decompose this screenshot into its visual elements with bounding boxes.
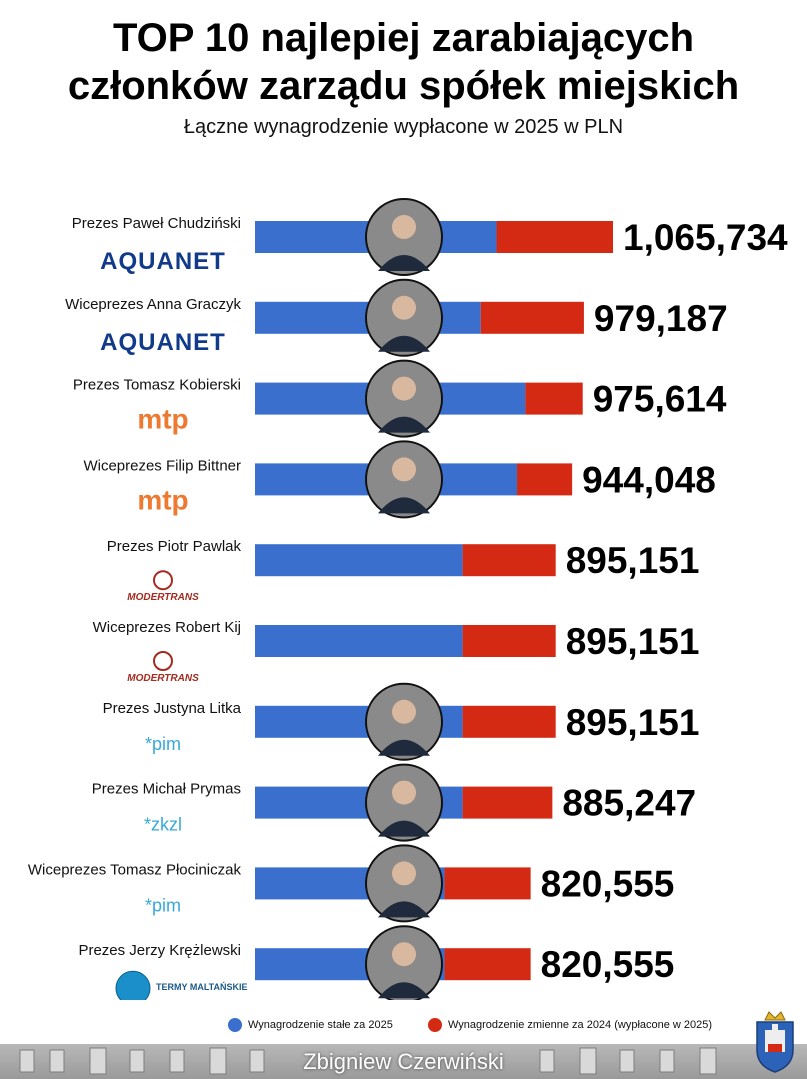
poznan-coat-of-arms-icon <box>756 1011 794 1073</box>
company-logo-mark-6 <box>153 651 173 671</box>
person-photo-body-1 <box>378 255 430 271</box>
person-photo-body-10 <box>378 982 430 999</box>
company-logo-7: *pim <box>145 734 181 754</box>
person-photo-head-4 <box>392 457 416 482</box>
person-label-3: Prezes Tomasz Kobierski <box>73 377 241 394</box>
page-title: TOP 10 najlepiej zarabiających członków … <box>0 14 807 110</box>
total-value-9: 820,555 <box>541 863 675 904</box>
person-photo-head-2 <box>392 295 416 320</box>
person-label-2: Wiceprezes Anna Graczyk <box>65 296 241 313</box>
title-line-1: TOP 10 najlepiej zarabiających <box>112 16 695 60</box>
bar-variable-1 <box>496 221 613 253</box>
bar-variable-7 <box>462 705 556 738</box>
company-logo-6: MODERTRANS <box>127 673 199 684</box>
legend-item-fixed: Wynagrodzenie stałe za 2025 <box>228 1018 393 1032</box>
person-photo-head-10 <box>392 942 416 967</box>
person-photo-body-9 <box>378 901 430 918</box>
person-photo-body-4 <box>378 497 430 514</box>
company-logo-5: MODERTRANS <box>127 592 199 603</box>
company-logo-1: AQUANET <box>100 248 226 275</box>
bar-variable-9 <box>444 867 531 900</box>
total-value-5: 895,151 <box>566 540 700 581</box>
total-value-7: 895,151 <box>566 702 700 743</box>
bar-fixed-5 <box>255 544 463 577</box>
company-logo-mark-10 <box>115 970 151 1000</box>
legend-swatch-variable <box>428 1018 442 1032</box>
title-line-2: członków zarządu spółek miejskich <box>67 64 740 108</box>
company-logo-8: *zkzl <box>144 815 182 835</box>
total-value-3: 975,614 <box>593 379 727 420</box>
total-value-6: 895,151 <box>566 621 700 662</box>
building-facade-image <box>19 1047 717 1075</box>
bar-variable-4 <box>517 463 573 496</box>
person-label-4: Wiceprezes Filip Bittner <box>83 457 241 474</box>
company-logo-2: AQUANET <box>100 329 226 356</box>
bar-variable-10 <box>444 948 531 981</box>
legend-item-variable: Wynagrodzenie zmienne za 2024 (wypłacone… <box>428 1018 712 1032</box>
person-label-5: Prezes Piotr Pawlak <box>107 538 242 555</box>
company-logo-mark-5 <box>153 570 173 591</box>
legend: Wynagrodzenie stałe za 2025 Wynagrodzeni… <box>0 1018 807 1038</box>
person-photo-body-8 <box>378 820 430 837</box>
person-photo-head-8 <box>392 780 416 805</box>
company-logo-9: *pim <box>145 895 181 915</box>
person-photo-head-3 <box>392 376 416 401</box>
total-value-10: 820,555 <box>541 944 675 985</box>
total-value-8: 885,247 <box>562 783 696 824</box>
company-logo-4: mtp <box>137 484 188 515</box>
legend-label-variable: Wynagrodzenie zmienne za 2024 (wypłacone… <box>448 1019 713 1031</box>
person-label-8: Prezes Michał Prymas <box>92 781 241 798</box>
author-name: Zbigniew Czerwiński <box>303 1049 504 1074</box>
total-value-1: 1,065,734 <box>623 217 788 258</box>
legend-label-fixed: Wynagrodzenie stałe za 2025 <box>248 1019 393 1031</box>
page-subtitle: Łączne wynagrodzenie wypłacone w 2025 w … <box>183 116 624 138</box>
total-value-4: 944,048 <box>582 459 716 500</box>
company-logo-10: TERMY MALTAŃSKIE <box>156 982 248 992</box>
person-photo-body-3 <box>378 416 430 433</box>
person-photo-body-2 <box>378 335 430 352</box>
bar-variable-8 <box>462 786 553 819</box>
person-photo-body-7 <box>378 739 430 756</box>
legend-swatch-fixed <box>228 1018 242 1032</box>
person-label-6: Wiceprezes Robert Kij <box>93 619 241 636</box>
person-label-9: Wiceprezes Tomasz Płociniczak <box>28 861 242 878</box>
person-label-10: Prezes Jerzy Krężlewski <box>78 942 241 959</box>
bar-variable-3 <box>525 382 583 415</box>
bar-variable-2 <box>480 301 584 334</box>
stacked-bar-chart: Prezes Paweł Chudziński AQUANET 1,065,734 W… <box>28 198 788 1000</box>
total-value-2: 979,187 <box>594 298 728 339</box>
company-logo-3: mtp <box>137 404 188 435</box>
bar-fixed-6 <box>255 625 463 657</box>
footer-banner: Zbigniew Czerwiński <box>0 1044 807 1079</box>
bar-variable-5 <box>462 544 556 577</box>
person-photo-head-9 <box>392 861 416 886</box>
person-label-7: Prezes Justyna Litka <box>103 700 242 717</box>
person-photo-head-7 <box>392 699 416 724</box>
bar-variable-6 <box>462 625 556 657</box>
person-label-1: Prezes Paweł Chudziński <box>72 215 241 232</box>
person-photo-head-1 <box>392 215 416 239</box>
